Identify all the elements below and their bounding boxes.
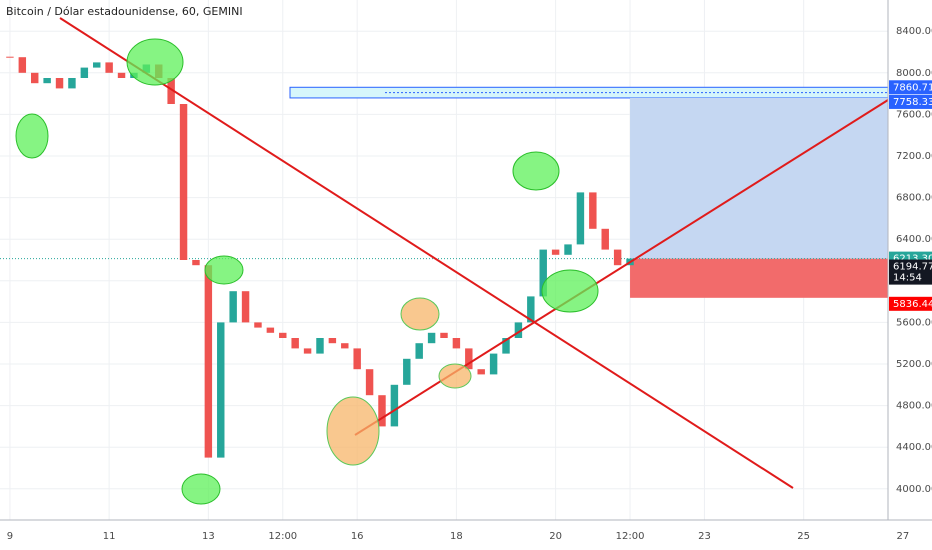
y-tick-label: 4400.00 <box>896 442 932 453</box>
x-tick-label: 16 <box>351 531 364 542</box>
y-tick-label: 4800.00 <box>896 401 932 412</box>
y-tick-label: 6800.00 <box>896 193 932 204</box>
candle <box>589 192 597 229</box>
candle <box>539 249 547 297</box>
candle <box>117 72 126 78</box>
candle <box>204 265 213 458</box>
price-label: 6194.77 <box>893 262 932 273</box>
x-tick-label: 13 <box>202 531 215 542</box>
candle <box>613 249 622 266</box>
y-tick-label: 6400.00 <box>896 234 932 245</box>
candle <box>328 338 337 344</box>
candle <box>316 338 324 354</box>
highlight-ellipse <box>126 38 184 86</box>
x-tick-label: 11 <box>103 531 116 542</box>
price-label: 6213.30 <box>893 254 932 265</box>
candle <box>489 353 498 375</box>
x-tick-label: 12:00 <box>268 531 297 542</box>
highlight-ellipse <box>326 396 380 466</box>
candle <box>266 327 275 333</box>
y-tick-label: 5200.00 <box>896 359 932 370</box>
time-axis <box>0 520 932 550</box>
candle <box>415 343 423 359</box>
candle <box>477 369 485 375</box>
x-tick-label: 9 <box>7 531 13 542</box>
countdown: 14:54 <box>893 273 922 284</box>
candle <box>291 338 299 349</box>
candle <box>390 384 399 427</box>
profit-area <box>630 97 888 259</box>
candle <box>303 348 312 354</box>
candle <box>514 322 523 338</box>
highlight-ellipse <box>438 363 472 389</box>
candle <box>179 104 188 260</box>
candle <box>353 348 361 370</box>
highlight-ellipse <box>400 297 440 331</box>
y-tick-label: 8400.00 <box>896 26 932 37</box>
trend-line <box>59 17 794 489</box>
candle <box>105 62 113 73</box>
x-tick-label: 25 <box>797 531 810 542</box>
countdown-bg <box>889 270 932 285</box>
plot-area <box>0 0 904 520</box>
drawings <box>15 17 889 505</box>
price-label-bg <box>889 80 932 95</box>
x-tick-label: 27 <box>897 531 910 542</box>
candle <box>279 332 287 338</box>
candle <box>217 322 225 458</box>
highlight-ellipse <box>15 113 49 159</box>
candle <box>576 192 585 245</box>
price-label: 7860.71 <box>893 82 932 93</box>
candle <box>601 228 609 250</box>
highlight-ellipse <box>204 255 244 285</box>
x-tick-label: 18 <box>450 531 463 542</box>
candle <box>229 291 237 323</box>
candle <box>43 78 51 84</box>
candle <box>403 358 411 385</box>
x-tick-label: 20 <box>549 531 562 542</box>
candle <box>167 78 175 104</box>
price-label: 5836.44 <box>893 299 932 310</box>
candle <box>254 322 262 328</box>
y-tick-label: 5600.00 <box>896 317 932 328</box>
candle <box>192 260 200 266</box>
candle <box>241 291 250 323</box>
candle <box>80 67 89 78</box>
candle <box>527 296 535 323</box>
candle <box>564 244 572 255</box>
candle <box>465 348 473 370</box>
x-tick-label: 12:00 <box>616 531 645 542</box>
candle <box>551 249 560 255</box>
x-tick-label: 23 <box>698 531 711 542</box>
candle <box>93 62 101 68</box>
highlight-ellipse <box>512 151 560 191</box>
candle <box>18 57 27 73</box>
candle <box>440 332 448 338</box>
chart-title: Bitcoin / Dólar estadounidense, 60, GEMI… <box>6 5 243 18</box>
price-label-bg <box>889 296 932 311</box>
price-label-bg <box>889 259 932 274</box>
y-tick-label: 4000.00 <box>896 484 932 495</box>
candle <box>68 78 76 89</box>
candle <box>31 72 39 84</box>
highlight-ellipse <box>181 473 221 505</box>
candle <box>365 369 374 396</box>
candle <box>341 343 349 349</box>
price-label: 7758.33 <box>893 97 932 108</box>
y-tick-label: 8000.00 <box>896 68 932 79</box>
loss-area <box>630 258 888 298</box>
candle <box>452 338 461 349</box>
y-tick-label: 7200.00 <box>896 151 932 162</box>
candle <box>378 395 386 427</box>
price-label-bg <box>889 94 932 109</box>
candle <box>55 78 64 89</box>
y-tick-label: 7600.00 <box>896 109 932 120</box>
candle <box>502 338 510 354</box>
highlight-ellipse <box>541 269 599 313</box>
candle <box>427 332 436 344</box>
